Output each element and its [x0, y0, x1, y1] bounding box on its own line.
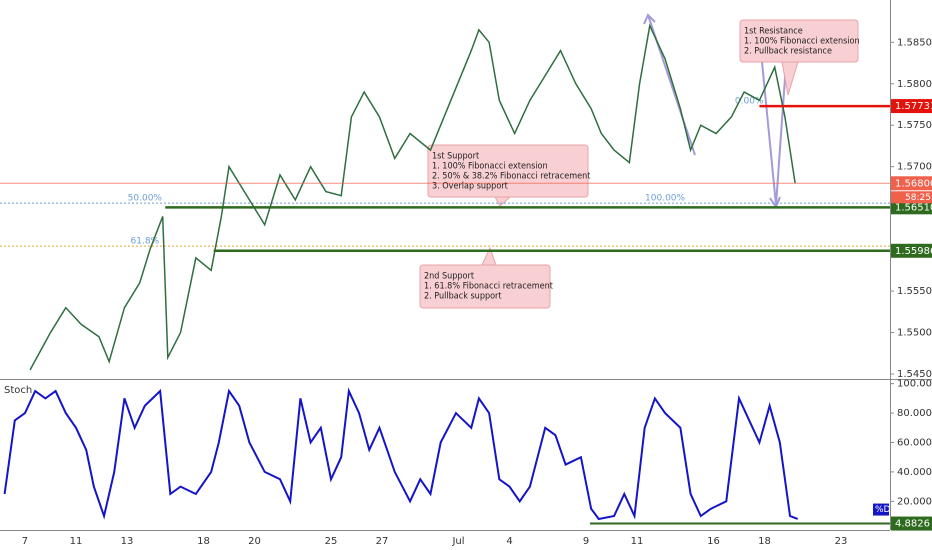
- stoch-title: Stoch: [4, 385, 32, 396]
- y-tick-label: 20.0000: [897, 496, 932, 507]
- series-tag-box: [873, 503, 889, 516]
- annotation-text: 1. 100% Fibonacci extension: [744, 37, 860, 47]
- annotation-text: 1. 61.8% Fibonacci retracement: [424, 282, 553, 292]
- annotation-text: 1. 100% Fibonacci extension: [432, 162, 548, 172]
- x-tick-label: 20: [248, 536, 261, 547]
- x-tick-label: 11: [631, 536, 644, 547]
- annotation-text: 1st Resistance: [744, 27, 803, 37]
- x-tick-label: 23: [835, 536, 848, 547]
- annotation-pointer: [481, 246, 497, 266]
- x-tick-label: 4: [506, 536, 512, 547]
- annotation-box: [739, 19, 859, 63]
- level-tag: [891, 200, 932, 215]
- annotation-text: 2. 50% & 38.2% Fibonacci retracement: [432, 172, 590, 182]
- y-tick-label: 80.0000: [897, 408, 932, 419]
- fib-label: 50.00%: [128, 194, 163, 204]
- x-tick-label: 18: [197, 536, 210, 547]
- level-tag-label: 1.56510: [895, 202, 932, 213]
- x-tick-label: 13: [121, 536, 134, 547]
- annotation-text: 1st Support: [432, 152, 479, 162]
- x-tick-label: 7: [22, 536, 28, 547]
- x-tick-label: 27: [376, 536, 389, 547]
- annotation-text: 3. Overlap support: [432, 182, 508, 192]
- annotation-text: 2. Pullback support: [424, 292, 502, 302]
- last-value-label: 4.8826: [895, 519, 930, 530]
- x-tick-label: 16: [707, 536, 720, 547]
- price-line: [29, 23, 796, 371]
- y-tick-label: 1.55000: [897, 328, 932, 339]
- x-tick-label: Jul: [451, 536, 464, 547]
- annotation-pointer: [494, 196, 512, 207]
- level-tag-label: 1.56800: [895, 178, 932, 189]
- level-tag: [891, 243, 932, 258]
- y-tick-label: 1.55500: [897, 286, 932, 297]
- fib-label: 100.00%: [645, 194, 685, 204]
- x-tick-label: 11: [70, 536, 83, 547]
- x-tick-label: 9: [583, 536, 589, 547]
- annotation-pointer: [781, 61, 799, 96]
- x-tick-label: 25: [325, 536, 338, 547]
- last-value-tag: [891, 516, 932, 531]
- annotation-text: 2nd Support: [424, 272, 474, 282]
- annotation-shapes: [419, 19, 859, 309]
- countdown-tag: [891, 191, 932, 204]
- series-tag: %D: [875, 505, 891, 515]
- level-tag: [891, 99, 932, 114]
- y-tick-label: 1.54500: [897, 369, 932, 380]
- y-tick-label: 60.0000: [897, 438, 932, 449]
- y-tick-label: 40.0000: [897, 467, 932, 478]
- countdown: 58:25: [905, 193, 931, 203]
- fib-label: 0.00%: [735, 97, 764, 107]
- y-tick-label: 1.57500: [897, 120, 932, 131]
- x-tick-label: 18: [758, 536, 771, 547]
- y-tick-label: 1.58000: [897, 79, 932, 90]
- y-tick-label: 1.58500: [897, 37, 932, 48]
- stoch-line: [3, 387, 799, 521]
- y-tick-label: 100.0000: [897, 379, 932, 390]
- level-tag-label: 1.55986: [895, 246, 932, 257]
- level-tag: [891, 176, 932, 191]
- y-tick-label: 1.57000: [897, 162, 932, 173]
- fib-label: 61.8%: [131, 237, 160, 247]
- annotation-text: 2. Pullback resistance: [744, 47, 832, 57]
